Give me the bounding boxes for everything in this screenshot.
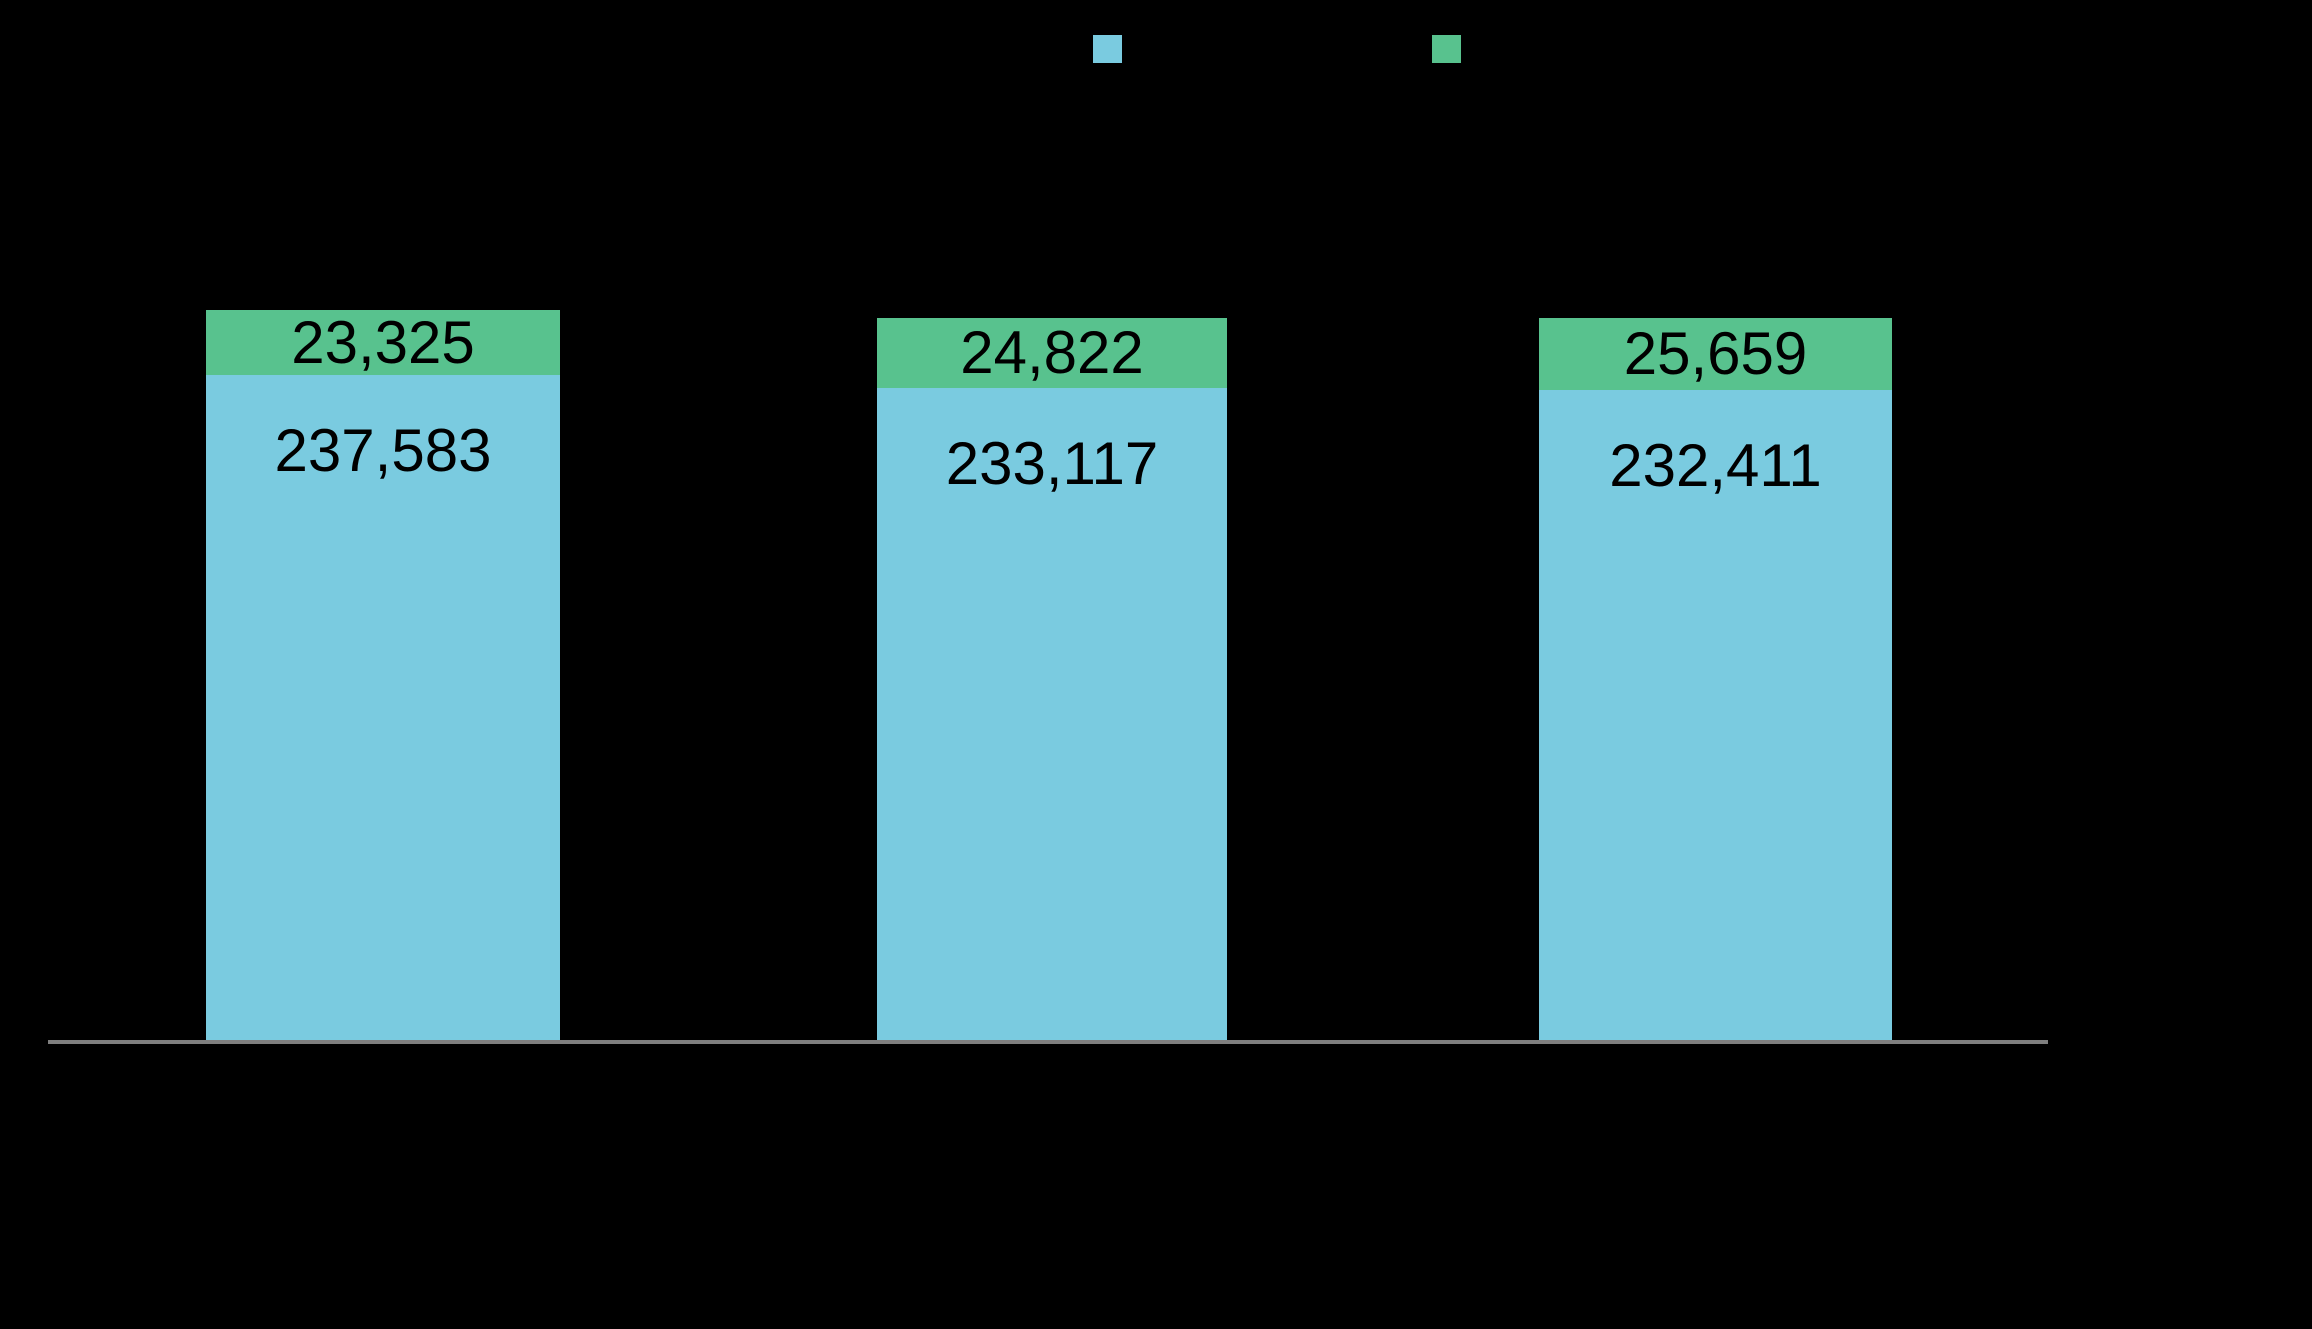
bar-2-segment-green: 24,822 (877, 318, 1227, 388)
bar-1-segment-green: 23,325 (206, 308, 560, 376)
bar-3-blue-data-label: 232,411 (1609, 431, 1822, 499)
bar-3-segment-green: 25,659 (1539, 317, 1892, 390)
bar-3-segment-blue: 232,411 (1539, 389, 1892, 1042)
bar-group-3: 25,659 232,411 (1539, 317, 1892, 1042)
bar-1-blue-data-label: 237,583 (274, 417, 492, 485)
bar-2-segment-blue: 233,117 (877, 387, 1227, 1042)
bar-1-segment-blue: 237,583 (206, 375, 560, 1042)
x-axis-line (48, 1040, 2048, 1044)
bar-3-green-data-label: 25,659 (1623, 320, 1808, 388)
bar-2-blue-data-label: 233,117 (945, 429, 1159, 497)
bar-group-1: 23,325 237,583 (206, 308, 560, 1042)
bar-group-2: 24,822 233,117 (877, 318, 1227, 1042)
bar-1-green-data-label: 23,325 (291, 308, 475, 376)
bar-2-green-data-label: 24,822 (960, 319, 1144, 387)
legend-swatch-green-icon (1432, 35, 1461, 63)
legend-swatch-blue-icon (1093, 35, 1122, 63)
